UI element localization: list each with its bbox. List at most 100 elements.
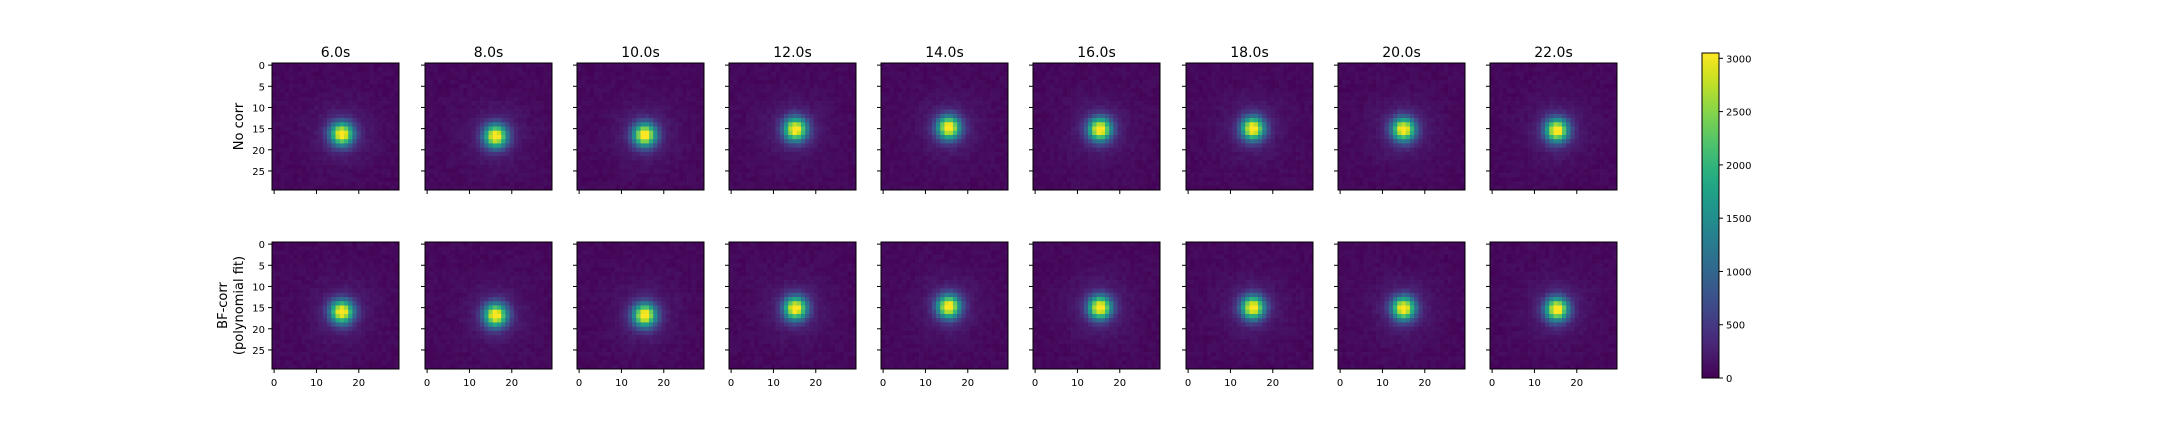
pixel: [762, 109, 768, 115]
pixel: [627, 173, 633, 178]
pixel: [754, 113, 759, 119]
pixel: [288, 143, 294, 149]
pixel: [969, 143, 975, 149]
pixel: [927, 101, 933, 106]
pixel: [539, 71, 544, 77]
pixel: [784, 75, 789, 81]
pixel: [965, 105, 971, 110]
pixel: [619, 134, 624, 140]
pixel: [902, 113, 907, 119]
pixel: [986, 109, 992, 115]
pixel: [745, 164, 751, 170]
pixel: [547, 134, 553, 140]
pixel: [762, 177, 768, 182]
pixel: [488, 134, 494, 140]
pixel: [893, 75, 899, 81]
pixel: [784, 105, 789, 110]
pixel: [687, 79, 692, 85]
pixel: [889, 173, 895, 178]
pixel: [305, 156, 311, 161]
pixel: [526, 113, 532, 119]
pixel: [796, 126, 802, 132]
pixel: [948, 139, 954, 144]
pixel: [826, 147, 831, 153]
pixel: [851, 134, 857, 140]
pixel: [437, 177, 443, 182]
pixel: [754, 164, 759, 170]
pixel: [800, 151, 806, 157]
pixel: [480, 92, 485, 98]
pixel: [729, 177, 734, 182]
pixel: [547, 177, 553, 182]
pixel: [280, 118, 286, 123]
pixel: [940, 92, 945, 98]
pixel: [335, 88, 341, 93]
pixel: [986, 75, 992, 81]
pixel: [632, 173, 637, 178]
pixel: [788, 63, 793, 68]
pixel: [458, 156, 464, 161]
pixel: [610, 160, 616, 165]
pixel: [632, 156, 637, 161]
pixel: [830, 160, 836, 165]
pixel: [944, 67, 950, 72]
pixel: [653, 101, 658, 106]
pixel: [665, 92, 671, 98]
pixel: [425, 71, 430, 77]
pixel: [518, 164, 523, 170]
pixel: [927, 126, 933, 132]
pixel: [627, 130, 633, 136]
pixel: [581, 84, 586, 89]
pixel: [919, 134, 924, 140]
pixel: [648, 151, 654, 157]
pixel: [1113, 79, 1119, 85]
pixel: [585, 88, 591, 93]
pixel: [382, 134, 387, 140]
pixel: [480, 160, 485, 165]
pixel: [343, 147, 349, 153]
pixel: [1075, 118, 1080, 123]
pixel: [509, 101, 515, 106]
pixel: [999, 63, 1005, 68]
pixel: [1062, 79, 1068, 85]
pixel: [830, 101, 836, 106]
pixel: [535, 79, 540, 85]
pixel: [902, 139, 907, 144]
pixel: [733, 101, 738, 106]
pixel: [800, 168, 806, 174]
pixel: [775, 122, 781, 127]
pixel: [526, 147, 532, 153]
pixel: [496, 151, 502, 157]
pixel: [931, 109, 937, 115]
pixel: [636, 118, 641, 123]
pixel: [429, 156, 434, 161]
pixel: [501, 101, 506, 106]
pixel: [927, 168, 933, 174]
pixel: [919, 88, 924, 93]
pixel: [610, 88, 616, 93]
pixel: [377, 147, 383, 153]
pixel: [593, 173, 599, 178]
pixel: [619, 173, 624, 178]
pixel: [906, 134, 911, 140]
pixel: [518, 75, 523, 81]
pixel: [369, 139, 374, 144]
pixel: [792, 96, 798, 102]
pixel: [441, 151, 447, 157]
pixel: [1066, 105, 1072, 110]
pixel: [446, 88, 451, 93]
pixel: [1003, 75, 1009, 81]
pixel: [779, 160, 785, 165]
pixel: [1003, 88, 1009, 93]
pixel: [627, 143, 633, 149]
pixel: [360, 63, 366, 68]
pixel: [433, 177, 439, 182]
pixel: [343, 130, 349, 136]
pixel: [978, 134, 983, 140]
pixel: [974, 164, 979, 170]
pixel: [501, 96, 506, 102]
pixel: [598, 96, 603, 102]
pixel: [327, 113, 332, 119]
pixel: [644, 164, 650, 170]
pixel: [817, 134, 823, 140]
